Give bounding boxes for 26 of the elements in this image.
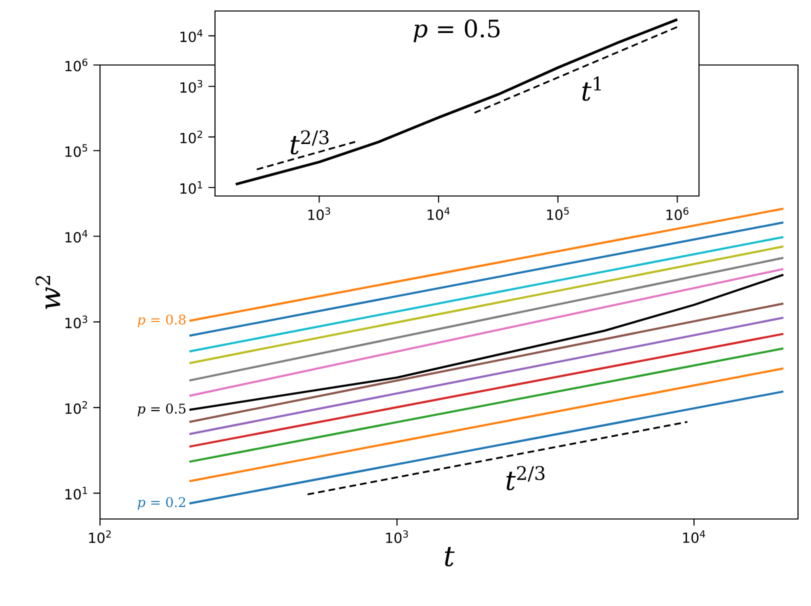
y-tick-label: 10$^{5}$ [65, 144, 88, 157]
y-tick-label: 10$^{2}$ [65, 401, 87, 414]
annotation: t$^{1}$ [582, 76, 601, 101]
annotation: t$^{2/3}$ [506, 466, 544, 490]
x-tick-label: 10$^{2}$ [89, 530, 111, 544]
x-axis-title: t [444, 546, 455, 566]
annotation: p = 0.5 [138, 404, 186, 416]
y-tick-label: 10$^{4}$ [65, 230, 88, 243]
y-tick-label: 10$^{1}$ [180, 181, 202, 194]
y-tick-label: 10$^{6}$ [65, 58, 88, 72]
annotation: p = 0.2 [138, 497, 186, 510]
annotation: p = 0.8 [138, 314, 186, 328]
annotation: p = 0.5 [414, 19, 500, 42]
y-tick-label: 10$^{3}$ [65, 316, 88, 328]
annotation: t$^{2/3}$ [290, 130, 329, 154]
x-tick-label: 10$^{3}$ [386, 530, 408, 544]
x-tick-label: 10$^{3}$ [308, 207, 330, 220]
x-tick-label: 10$^{6}$ [666, 207, 688, 220]
y-axis-title: w$^{2}$ [36, 276, 60, 309]
y-tick-label: 10$^{4}$ [180, 30, 202, 42]
x-tick-label: 10$^{4}$ [428, 207, 450, 220]
x-tick-label: 10$^{5}$ [547, 207, 569, 220]
x-tick-label: 10$^{4}$ [683, 530, 706, 543]
y-tick-label: 10$^{2}$ [180, 130, 202, 144]
y-tick-label: 10$^{3}$ [180, 80, 202, 93]
y-tick-label: 10$^{1}$ [65, 486, 88, 500]
